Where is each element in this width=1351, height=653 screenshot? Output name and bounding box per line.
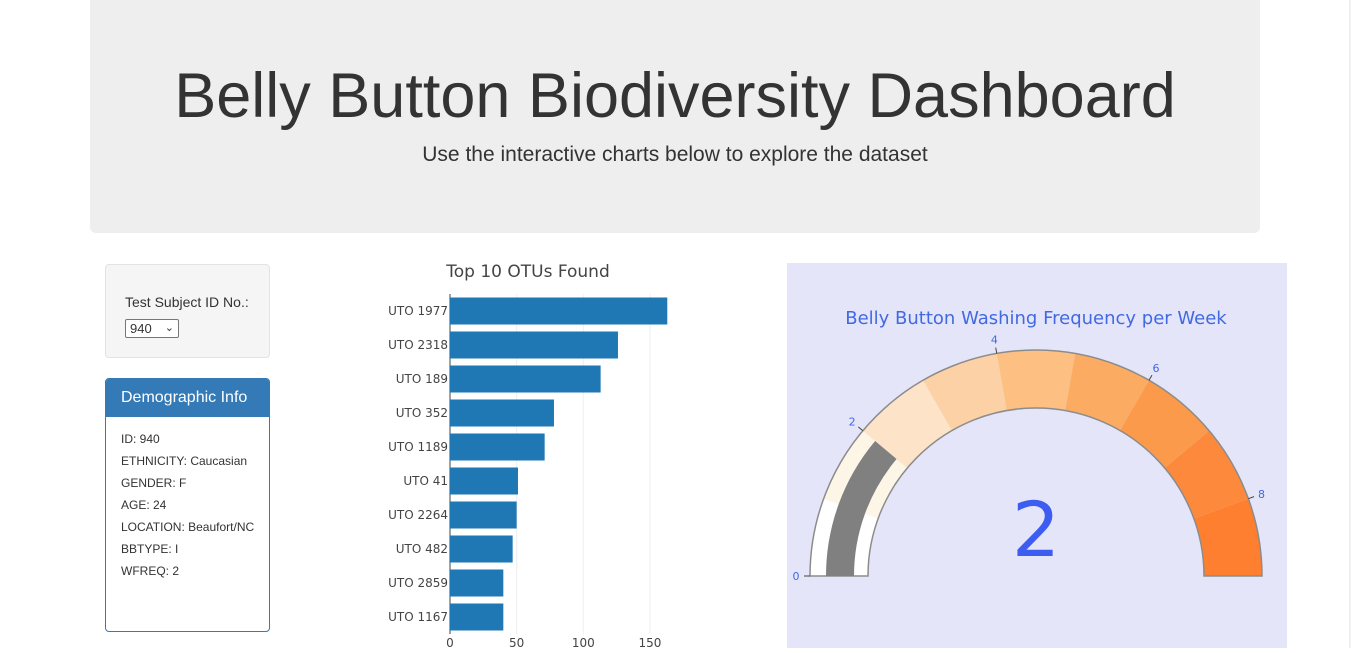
gauge-step bbox=[996, 350, 1076, 411]
y-tick-label: UTO 2264 bbox=[388, 508, 448, 522]
demographic-row: LOCATION: Beaufort/NC bbox=[121, 520, 255, 534]
gauge-tick-label: 4 bbox=[991, 334, 998, 347]
gauge-step bbox=[1193, 498, 1262, 576]
subject-selector-panel: Test Subject ID No.: 940 ⌄ bbox=[105, 264, 270, 358]
demographic-row: WFREQ: 2 bbox=[121, 564, 180, 578]
gauge-tick bbox=[857, 426, 864, 432]
y-tick-label: UTO 1977 bbox=[388, 304, 448, 318]
bar bbox=[450, 603, 504, 631]
demographic-info-body: ID: 940 ETHNICITY: Caucasian GENDER: F AGE:… bbox=[106, 417, 269, 578]
bar bbox=[450, 501, 517, 529]
bar bbox=[450, 365, 601, 393]
bar bbox=[450, 399, 554, 427]
gauge-step bbox=[1065, 353, 1149, 431]
y-tick-label: UTO 352 bbox=[396, 406, 448, 420]
top-otus-bar-chart: Top 10 OTUs Found 0 50 100 150 UTO 1977 UTO 23… bbox=[388, 262, 668, 648]
gauge-value-bar bbox=[826, 441, 897, 576]
gauge-tick-label: 6 bbox=[1153, 362, 1160, 375]
bar bbox=[450, 569, 504, 597]
gauge-title: Belly Button Washing Frequency per Week bbox=[845, 308, 1227, 329]
gauge-tick bbox=[995, 347, 998, 354]
washing-frequency-gauge-panel: Belly Button Washing Frequency per Week 0… bbox=[787, 263, 1287, 648]
bar-chart-title: Top 10 OTUs Found bbox=[445, 262, 610, 282]
gauge-value-number: 2 bbox=[1012, 485, 1060, 574]
scrollbar-edge bbox=[1349, 0, 1351, 648]
gauge-step bbox=[1164, 430, 1249, 519]
gauge-tick-label: 2 bbox=[849, 416, 856, 429]
y-tick-label: UTO 41 bbox=[403, 474, 448, 488]
subject-id-label: Test Subject ID No.: bbox=[125, 294, 249, 310]
demographic-row: AGE: 24 bbox=[121, 498, 167, 512]
bar bbox=[450, 297, 668, 325]
y-tick-label: UTO 189 bbox=[396, 372, 448, 386]
gauge-outline bbox=[809, 349, 1263, 577]
page-title: Belly Button Biodiversity Dashboard bbox=[174, 61, 1176, 131]
chevron-down-icon: ⌄ bbox=[164, 322, 174, 334]
gauge-step bbox=[923, 353, 1007, 431]
page-subtitle: Use the interactive charts below to expl… bbox=[422, 143, 928, 166]
demographic-info-panel: Demographic Info ID: 940 ETHNICITY: Cauca… bbox=[105, 378, 270, 632]
subject-id-dropdown[interactable]: 940 ⌄ bbox=[125, 319, 179, 338]
x-tick-label: 50 bbox=[509, 636, 524, 648]
washing-frequency-gauge: Belly Button Washing Frequency per Week 0… bbox=[793, 308, 1266, 583]
subject-id-value: 940 bbox=[130, 321, 152, 336]
gauge-tick bbox=[1148, 374, 1153, 381]
bar bbox=[450, 535, 513, 563]
demographic-row: ETHNICITY: Caucasian bbox=[121, 454, 248, 468]
x-tick-label: 0 bbox=[446, 636, 454, 648]
bar bbox=[450, 331, 618, 359]
y-tick-label: UTO 482 bbox=[396, 542, 448, 556]
demographic-row: BBTYPE: I bbox=[121, 542, 179, 556]
bar bbox=[450, 467, 518, 495]
gauge-tick-label: 8 bbox=[1258, 488, 1265, 501]
x-tick-label: 150 bbox=[638, 636, 661, 648]
y-tick-label: UTO 2859 bbox=[388, 576, 448, 590]
demographic-row: GENDER: F bbox=[121, 476, 187, 490]
bar bbox=[450, 433, 545, 461]
gauge-step bbox=[862, 380, 952, 469]
header-jumbotron: Belly Button Biodiversity Dashboard Use … bbox=[90, 0, 1260, 233]
gauge-step bbox=[1120, 380, 1210, 469]
gauge-tick-label: 0 bbox=[793, 570, 800, 583]
gauge-tick bbox=[1248, 496, 1255, 500]
demographic-row: ID: 940 bbox=[121, 432, 160, 446]
y-tick-label: UTO 2318 bbox=[388, 338, 448, 352]
y-tick-label: UTO 1189 bbox=[388, 440, 448, 454]
demographic-info-title: Demographic Info bbox=[106, 379, 269, 417]
x-tick-label: 100 bbox=[572, 636, 595, 648]
y-tick-label: UTO 1167 bbox=[388, 610, 448, 624]
